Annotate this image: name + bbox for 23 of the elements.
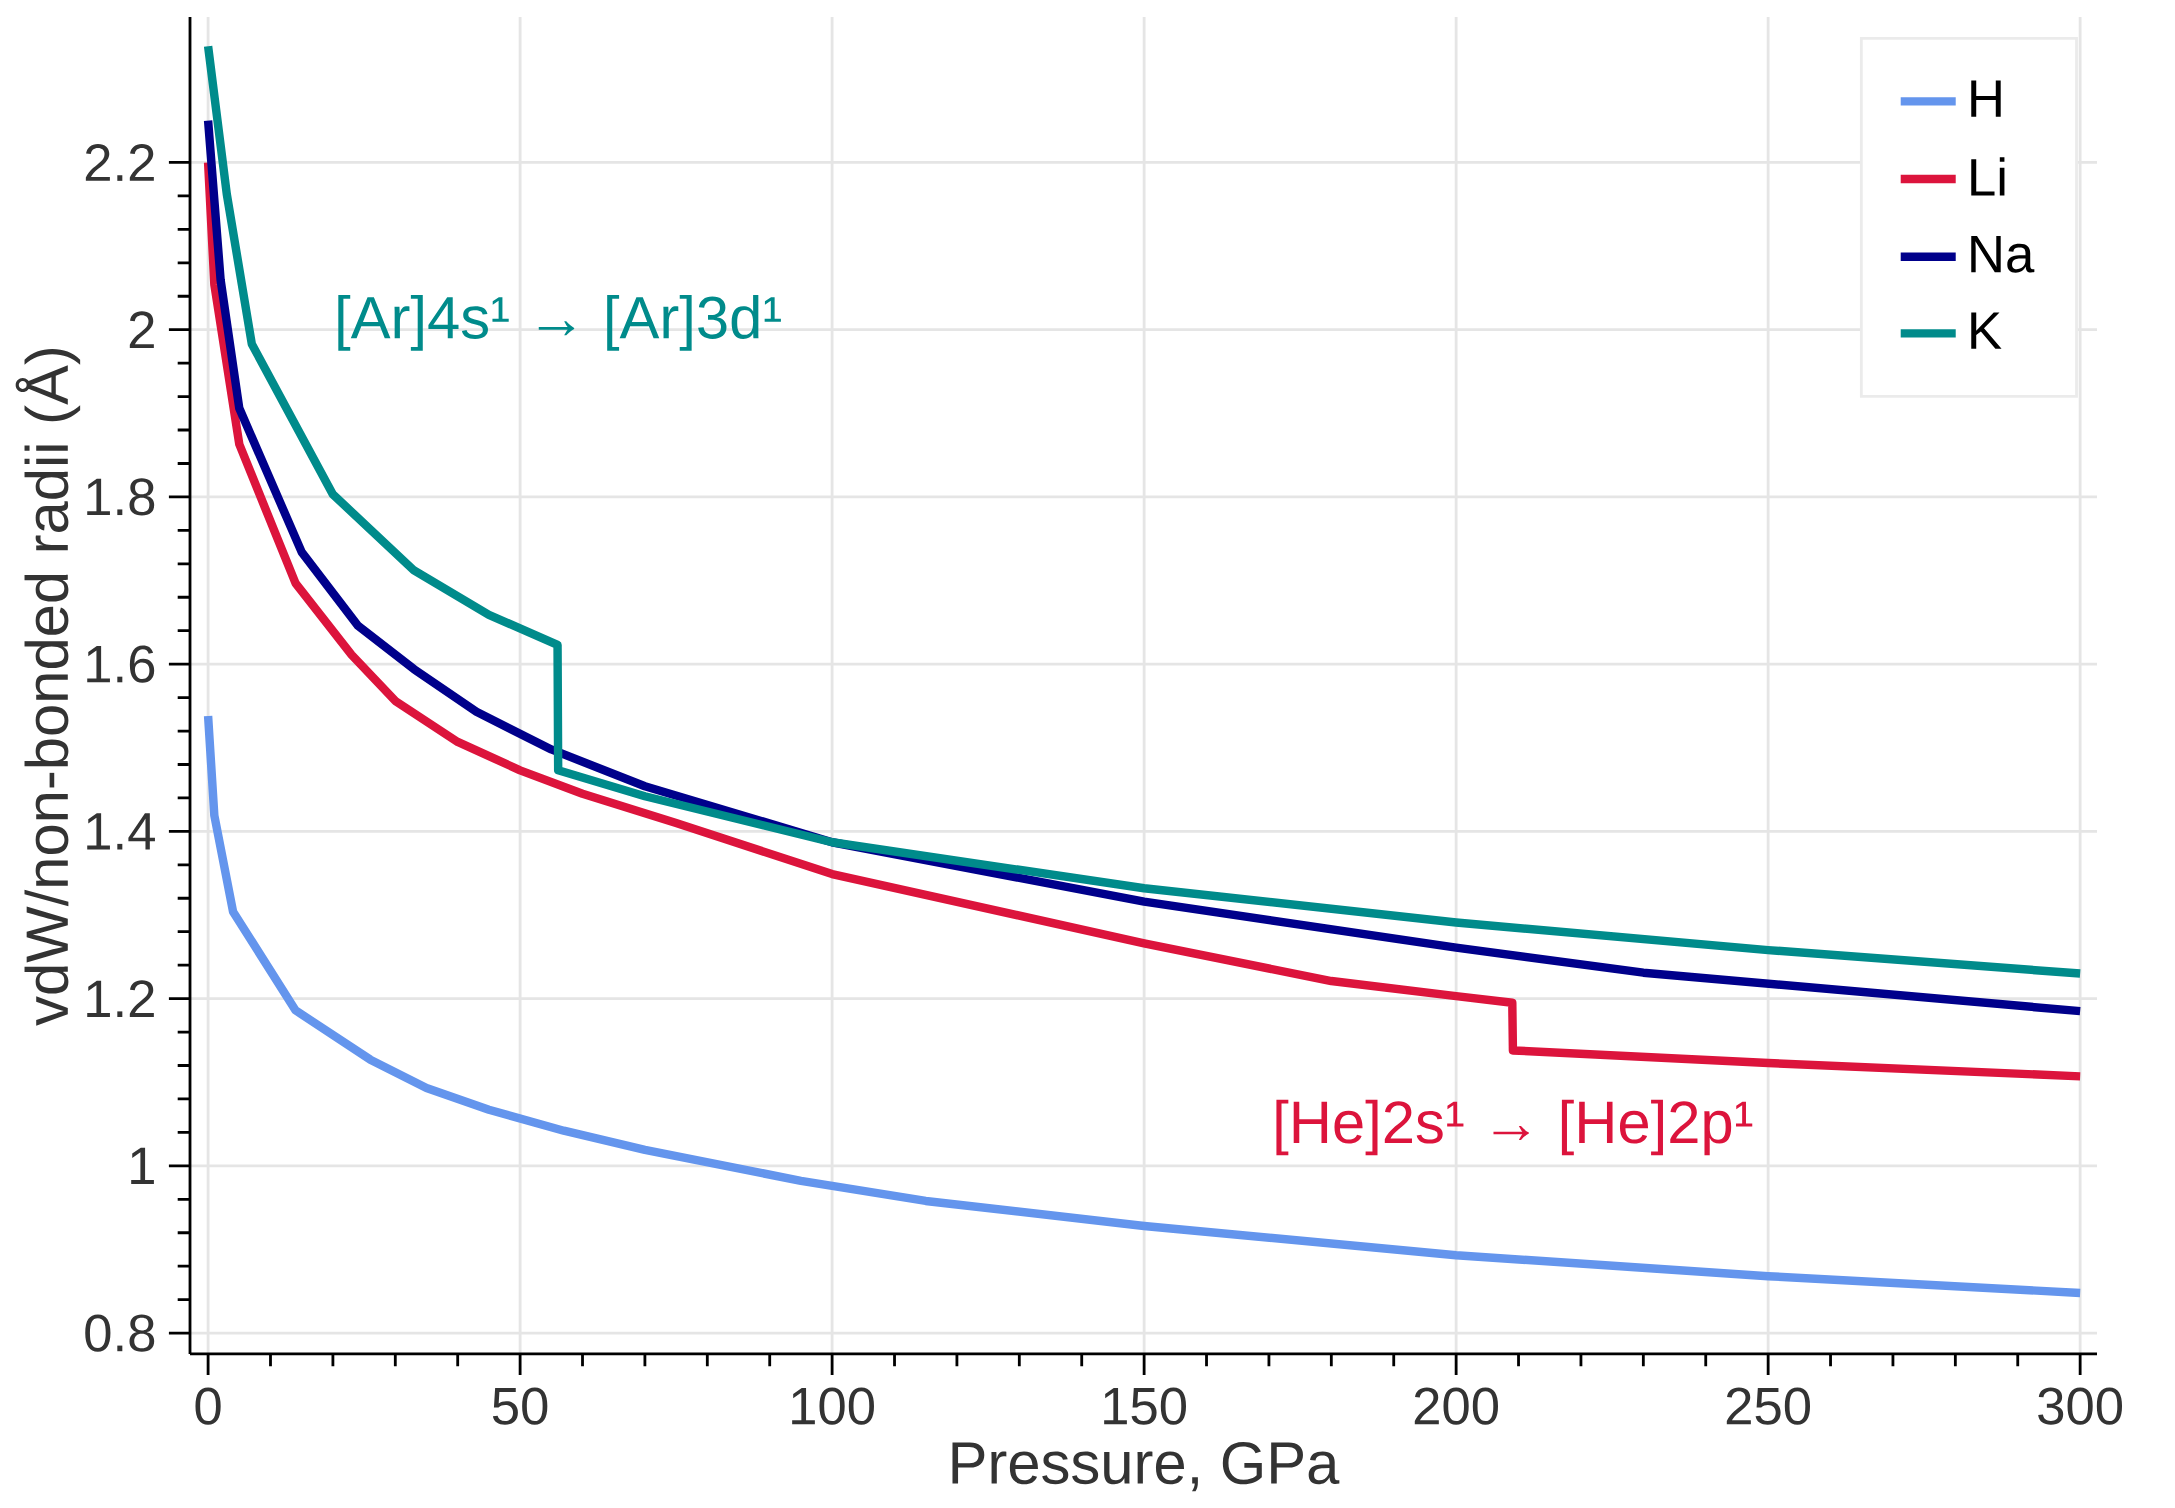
y-tick-label: 1.2	[87, 980, 154, 1018]
x-tick-label: 100	[792, 1387, 874, 1425]
y-tick-label: 0.8	[85, 1314, 155, 1352]
y-tick-label: 1.6	[87, 645, 155, 683]
x-tick-label: 300	[2038, 1387, 2123, 1425]
legend-label: Li	[1971, 157, 2005, 196]
annotation: [He]2s¹ → [He]2p¹	[1276, 1099, 1753, 1156]
y-tick-label: 2.2	[85, 144, 154, 181]
x-tick-label: 250	[1726, 1387, 1811, 1425]
annotation: [Ar]4s¹ → [Ar]3d¹	[338, 295, 781, 351]
x-tick-label: 200	[1414, 1387, 1498, 1425]
y-tick-label: 1.4	[87, 813, 155, 850]
y-axis-title: vdW/non-bonded radii (Å)	[15, 348, 81, 1026]
legend-label: K	[1971, 312, 2002, 349]
legend-label: Na	[1971, 235, 2035, 273]
legend-label: H	[1971, 80, 2001, 117]
y-tick-label: 1.8	[87, 478, 155, 516]
x-axis-title: Pressure, GPa	[952, 1441, 1340, 1492]
x-tick-label: 150	[1104, 1387, 1186, 1425]
x-tick-label: 0	[195, 1387, 221, 1425]
x-tick-label: 50	[492, 1387, 548, 1425]
y-tick-label: 2	[129, 311, 154, 349]
y-tick-label: 1	[131, 1147, 154, 1184]
